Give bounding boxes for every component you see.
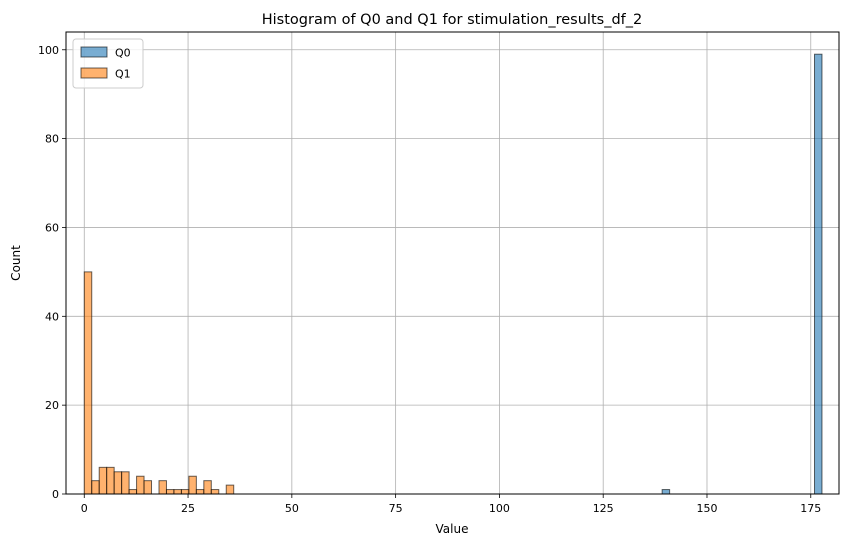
bar-q1	[91, 480, 100, 495]
axes: 0 25 50 75 100 125 150 175 0 20 40 60 80 100	[38, 44, 821, 515]
y-tick-label: 0	[52, 488, 59, 501]
bar-q1	[136, 475, 145, 495]
bar-q1	[143, 480, 153, 495]
legend-label-q1: Q1	[115, 68, 131, 81]
bar-q1	[121, 471, 130, 495]
bar-q1	[106, 466, 115, 495]
bar-q1	[165, 489, 175, 495]
bar-q1	[210, 489, 220, 495]
y-tick-label: 60	[45, 221, 59, 234]
grid-lines	[66, 32, 839, 495]
legend: Q0 Q1	[72, 38, 144, 89]
plot-frame	[65, 31, 840, 495]
x-tick-label: 50	[285, 502, 299, 515]
bar-q0	[661, 489, 671, 495]
bar-q1	[173, 489, 182, 495]
bar-q1	[113, 471, 123, 495]
x-tick-label: 150	[696, 502, 717, 515]
bar-q1	[203, 480, 212, 495]
chart-title: Histogram of Q0 and Q1 for stimulation_r…	[262, 12, 642, 28]
bar-q1	[225, 484, 235, 495]
legend-swatch-q1	[80, 67, 108, 79]
x-tick-label: 75	[389, 502, 403, 515]
bar-q1	[128, 489, 138, 495]
x-tick-label: 25	[181, 502, 195, 515]
y-tick-label: 80	[45, 133, 59, 146]
bar-q1	[188, 475, 197, 495]
x-tick-label: 175	[800, 502, 821, 515]
bar-q0	[814, 53, 823, 495]
bar-q1	[98, 466, 108, 495]
legend-swatch-q0	[80, 46, 108, 58]
y-tick-label: 20	[45, 399, 59, 412]
x-tick-label: 0	[81, 502, 88, 515]
bar-q1	[158, 480, 167, 495]
x-tick-label: 100	[489, 502, 510, 515]
y-tick-label: 100	[38, 44, 59, 57]
y-axis-label: Count	[9, 245, 23, 281]
histogram-bars	[83, 53, 823, 495]
y-tick-label: 40	[45, 310, 59, 323]
x-axis-label: Value	[436, 522, 469, 536]
bar-q1	[180, 489, 190, 495]
bar-q1	[83, 271, 93, 495]
x-tick-label: 125	[593, 502, 614, 515]
bar-q1	[195, 489, 205, 495]
legend-label-q0: Q0	[115, 47, 131, 60]
legend-box	[72, 38, 144, 89]
